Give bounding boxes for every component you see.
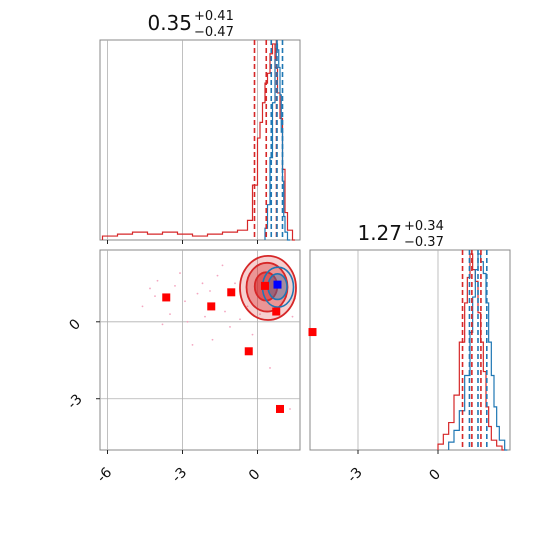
joint-scatter-point-11 xyxy=(191,343,194,346)
joint-xtick-label-2: 0 xyxy=(246,466,264,484)
joint-scatter-point-21 xyxy=(221,264,224,267)
hist2-tick-label-1: 0 xyxy=(426,466,444,484)
hist1-title-minus: −0.47 xyxy=(194,25,234,40)
joint-scatter-point-12 xyxy=(229,326,231,328)
joint-scatter-point-23 xyxy=(259,313,261,316)
joint-scatter-point-26 xyxy=(246,305,249,308)
joint-ytick-label-0: 0 xyxy=(66,316,84,334)
joint-scatter-point-24 xyxy=(291,315,294,318)
joint-scatter-point-18 xyxy=(269,367,271,369)
joint-ytick-label-1: -3 xyxy=(65,391,86,412)
joint-xtick-label-0: -6 xyxy=(94,465,115,486)
hist2-tick-label-0: -3 xyxy=(345,465,366,486)
joint-red-marker-7 xyxy=(276,404,284,413)
joint-xtick-label-1: -3 xyxy=(169,465,190,486)
joint-scatter-point-19 xyxy=(289,408,291,410)
hist1-blue-series xyxy=(264,43,290,241)
joint-scatter-point-8 xyxy=(234,282,236,285)
joint-red-marker-4 xyxy=(272,307,281,316)
hist-panel-2 xyxy=(309,249,511,451)
joint-scatter-point-15 xyxy=(141,305,144,308)
joint-red-marker-2 xyxy=(227,288,236,297)
hist2-title-median: 1.27 xyxy=(357,221,402,245)
hist1-title-median: 0.35 xyxy=(147,11,192,35)
hist2-title-plus: +0.34 xyxy=(404,219,444,234)
hist2-title-minus: −0.37 xyxy=(404,235,444,250)
joint-scatter-point-9 xyxy=(239,318,241,321)
hist1-title-plus: +0.41 xyxy=(194,9,234,24)
joint-scatter-point-27 xyxy=(186,320,189,323)
joint-scatter-point-2 xyxy=(174,284,176,287)
hist2-blue-series xyxy=(448,253,508,451)
hist1-red-series xyxy=(101,43,295,241)
joint-scatter-point-1 xyxy=(156,279,159,282)
joint-scatter-point-4 xyxy=(196,292,199,295)
joint-red-marker-6 xyxy=(308,328,317,337)
joint-scatter-point-28 xyxy=(154,295,156,298)
joint-scatter-point-5 xyxy=(204,315,206,318)
joint-red-marker-3 xyxy=(261,281,269,290)
joint-scatter-point-3 xyxy=(184,300,186,303)
joint-scatter-point-13 xyxy=(179,272,181,274)
joint-scatter-point-14 xyxy=(211,338,214,341)
joint-scatter-point-22 xyxy=(169,313,171,316)
joint-red-marker-5 xyxy=(244,347,253,356)
hist2-title: 1.27 +0.34−0.37 xyxy=(357,219,443,250)
joint-scatter-point-17 xyxy=(251,333,254,336)
joint-scatter-point-0 xyxy=(149,287,151,290)
joint-scatter-point-16 xyxy=(161,323,164,326)
joint-red-marker-1 xyxy=(207,302,216,311)
joint-scatter-point-6 xyxy=(216,274,219,277)
joint-blue-marker xyxy=(273,280,282,289)
joint-scatter-point-29 xyxy=(209,290,211,292)
joint-red-marker-0 xyxy=(162,293,171,302)
joint-scatter-point-7 xyxy=(224,310,226,313)
hist1-title: 0.35 +0.41−0.47 xyxy=(147,9,233,40)
joint-scatter-point-20 xyxy=(201,282,204,285)
